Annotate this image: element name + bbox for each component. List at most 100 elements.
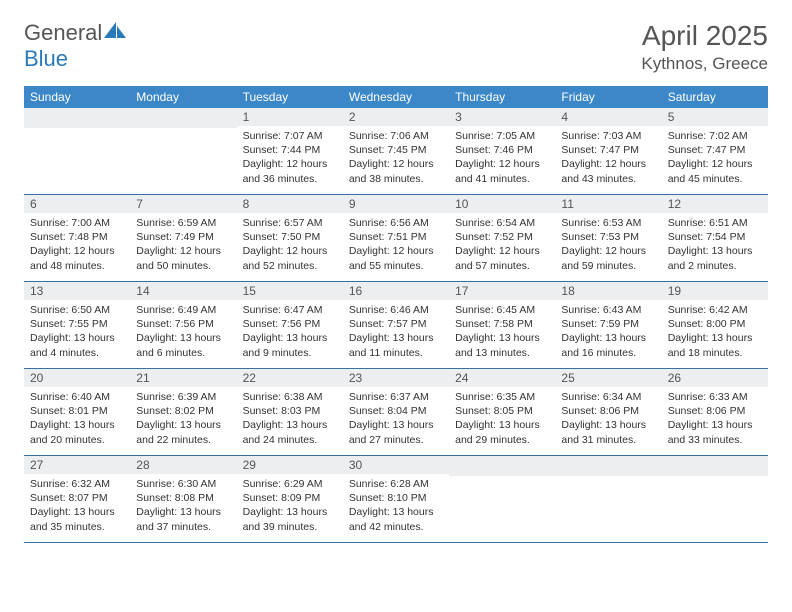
day-body: Sunrise: 6:34 AMSunset: 8:06 PMDaylight:… (555, 387, 661, 453)
calendar-cell (130, 108, 236, 195)
daylight-line: Daylight: 12 hours and 52 minutes. (243, 244, 337, 272)
day-number: 23 (343, 369, 449, 387)
sunrise-line: Sunrise: 6:38 AM (243, 390, 337, 404)
sunrise-line: Sunrise: 6:30 AM (136, 477, 230, 491)
calendar-cell: 25Sunrise: 6:34 AMSunset: 8:06 PMDayligh… (555, 369, 661, 456)
day-body (449, 476, 555, 535)
sunrise-line: Sunrise: 6:54 AM (455, 216, 549, 230)
day-number: 11 (555, 195, 661, 213)
day-body (555, 476, 661, 535)
day-number: 22 (237, 369, 343, 387)
calendar-cell: 7Sunrise: 6:59 AMSunset: 7:49 PMDaylight… (130, 195, 236, 282)
sunrise-line: Sunrise: 6:37 AM (349, 390, 443, 404)
day-body: Sunrise: 6:49 AMSunset: 7:56 PMDaylight:… (130, 300, 236, 366)
day-number: 9 (343, 195, 449, 213)
sunrise-line: Sunrise: 6:29 AM (243, 477, 337, 491)
daylight-line: Daylight: 13 hours and 31 minutes. (561, 418, 655, 446)
daylight-line: Daylight: 12 hours and 41 minutes. (455, 157, 549, 185)
daylight-line: Daylight: 13 hours and 42 minutes. (349, 505, 443, 533)
sunrise-line: Sunrise: 6:28 AM (349, 477, 443, 491)
daylight-line: Daylight: 13 hours and 11 minutes. (349, 331, 443, 359)
calendar-cell: 3Sunrise: 7:05 AMSunset: 7:46 PMDaylight… (449, 108, 555, 195)
calendar-cell: 16Sunrise: 6:46 AMSunset: 7:57 PMDayligh… (343, 282, 449, 369)
daylight-line: Daylight: 13 hours and 20 minutes. (30, 418, 124, 446)
calendar-cell: 18Sunrise: 6:43 AMSunset: 7:59 PMDayligh… (555, 282, 661, 369)
weekday-header: Thursday (449, 86, 555, 108)
calendar-cell: 10Sunrise: 6:54 AMSunset: 7:52 PMDayligh… (449, 195, 555, 282)
day-number: 4 (555, 108, 661, 126)
day-body: Sunrise: 6:33 AMSunset: 8:06 PMDaylight:… (662, 387, 768, 453)
sunrise-line: Sunrise: 6:53 AM (561, 216, 655, 230)
day-body: Sunrise: 7:06 AMSunset: 7:45 PMDaylight:… (343, 126, 449, 192)
sunset-line: Sunset: 7:45 PM (349, 143, 443, 157)
day-number: 5 (662, 108, 768, 126)
day-body: Sunrise: 6:45 AMSunset: 7:58 PMDaylight:… (449, 300, 555, 366)
daylight-line: Daylight: 13 hours and 13 minutes. (455, 331, 549, 359)
calendar-cell: 13Sunrise: 6:50 AMSunset: 7:55 PMDayligh… (24, 282, 130, 369)
day-number: 17 (449, 282, 555, 300)
sunrise-line: Sunrise: 6:51 AM (668, 216, 762, 230)
daylight-line: Daylight: 13 hours and 24 minutes. (243, 418, 337, 446)
day-number: 13 (24, 282, 130, 300)
day-body: Sunrise: 6:57 AMSunset: 7:50 PMDaylight:… (237, 213, 343, 279)
weekday-header: Friday (555, 86, 661, 108)
brand-sail-icon (104, 20, 126, 46)
calendar-cell: 27Sunrise: 6:32 AMSunset: 8:07 PMDayligh… (24, 456, 130, 543)
calendar-cell: 22Sunrise: 6:38 AMSunset: 8:03 PMDayligh… (237, 369, 343, 456)
day-body: Sunrise: 6:29 AMSunset: 8:09 PMDaylight:… (237, 474, 343, 540)
calendar-cell (24, 108, 130, 195)
brand-part1: General (24, 20, 102, 45)
daylight-line: Daylight: 12 hours and 50 minutes. (136, 244, 230, 272)
sunrise-line: Sunrise: 6:33 AM (668, 390, 762, 404)
sunset-line: Sunset: 7:57 PM (349, 317, 443, 331)
sunrise-line: Sunrise: 7:03 AM (561, 129, 655, 143)
daylight-line: Daylight: 12 hours and 55 minutes. (349, 244, 443, 272)
calendar-cell: 21Sunrise: 6:39 AMSunset: 8:02 PMDayligh… (130, 369, 236, 456)
calendar-cell: 2Sunrise: 7:06 AMSunset: 7:45 PMDaylight… (343, 108, 449, 195)
calendar-cell: 14Sunrise: 6:49 AMSunset: 7:56 PMDayligh… (130, 282, 236, 369)
sunrise-line: Sunrise: 6:59 AM (136, 216, 230, 230)
day-body: Sunrise: 6:46 AMSunset: 7:57 PMDaylight:… (343, 300, 449, 366)
calendar-cell: 9Sunrise: 6:56 AMSunset: 7:51 PMDaylight… (343, 195, 449, 282)
sunset-line: Sunset: 8:04 PM (349, 404, 443, 418)
calendar-row: 1Sunrise: 7:07 AMSunset: 7:44 PMDaylight… (24, 108, 768, 195)
day-number: 14 (130, 282, 236, 300)
daylight-line: Daylight: 13 hours and 16 minutes. (561, 331, 655, 359)
day-number: 8 (237, 195, 343, 213)
calendar-head: SundayMondayTuesdayWednesdayThursdayFrid… (24, 86, 768, 108)
day-number: 25 (555, 369, 661, 387)
sunset-line: Sunset: 7:56 PM (136, 317, 230, 331)
daylight-line: Daylight: 12 hours and 38 minutes. (349, 157, 443, 185)
weekday-header: Saturday (662, 86, 768, 108)
calendar-cell: 4Sunrise: 7:03 AMSunset: 7:47 PMDaylight… (555, 108, 661, 195)
day-body: Sunrise: 6:40 AMSunset: 8:01 PMDaylight:… (24, 387, 130, 453)
day-body: Sunrise: 6:47 AMSunset: 7:56 PMDaylight:… (237, 300, 343, 366)
title-block: April 2025 Kythnos, Greece (641, 20, 768, 74)
sunset-line: Sunset: 8:01 PM (30, 404, 124, 418)
month-title: April 2025 (641, 20, 768, 52)
brand-logo: General Blue (24, 20, 126, 72)
day-body: Sunrise: 6:43 AMSunset: 7:59 PMDaylight:… (555, 300, 661, 366)
brand-part2: Blue (24, 46, 68, 71)
daylight-line: Daylight: 13 hours and 18 minutes. (668, 331, 762, 359)
sunrise-line: Sunrise: 7:07 AM (243, 129, 337, 143)
day-number: 18 (555, 282, 661, 300)
calendar-cell: 26Sunrise: 6:33 AMSunset: 8:06 PMDayligh… (662, 369, 768, 456)
sunrise-line: Sunrise: 6:32 AM (30, 477, 124, 491)
day-number: 10 (449, 195, 555, 213)
sunset-line: Sunset: 7:51 PM (349, 230, 443, 244)
day-body: Sunrise: 6:53 AMSunset: 7:53 PMDaylight:… (555, 213, 661, 279)
day-body: Sunrise: 7:00 AMSunset: 7:48 PMDaylight:… (24, 213, 130, 279)
sunrise-line: Sunrise: 7:02 AM (668, 129, 762, 143)
sunrise-line: Sunrise: 6:35 AM (455, 390, 549, 404)
day-number (130, 108, 236, 128)
day-body: Sunrise: 6:38 AMSunset: 8:03 PMDaylight:… (237, 387, 343, 453)
sunrise-line: Sunrise: 6:42 AM (668, 303, 762, 317)
calendar-cell: 15Sunrise: 6:47 AMSunset: 7:56 PMDayligh… (237, 282, 343, 369)
sunrise-line: Sunrise: 6:39 AM (136, 390, 230, 404)
day-body (130, 128, 236, 187)
calendar-cell: 29Sunrise: 6:29 AMSunset: 8:09 PMDayligh… (237, 456, 343, 543)
day-body: Sunrise: 6:37 AMSunset: 8:04 PMDaylight:… (343, 387, 449, 453)
sunrise-line: Sunrise: 6:45 AM (455, 303, 549, 317)
calendar-cell: 5Sunrise: 7:02 AMSunset: 7:47 PMDaylight… (662, 108, 768, 195)
